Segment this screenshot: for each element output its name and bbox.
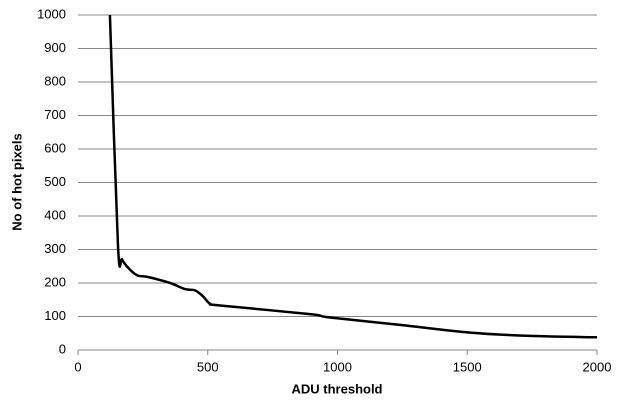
x-axis-label: ADU threshold (292, 381, 383, 396)
y-tick-label: 700 (44, 107, 66, 122)
y-tick-label: 600 (44, 140, 66, 155)
y-tick-label: 400 (44, 207, 66, 222)
y-tick-label: 800 (44, 73, 66, 88)
y-tick-label: 0 (59, 341, 66, 356)
y-axis-label: No of hot pixels (9, 133, 24, 231)
x-tick-label: 500 (197, 359, 219, 374)
y-tick-label: 500 (44, 174, 66, 189)
y-tick-label: 100 (44, 308, 66, 323)
y-tick-label: 900 (44, 40, 66, 55)
x-tick-label: 0 (74, 359, 81, 374)
y-tick-label: 200 (44, 274, 66, 289)
line (108, 14, 598, 339)
x-tick-label: 2000 (583, 359, 612, 374)
y-tick-label: 300 (44, 241, 66, 256)
y-tick-label: 1000 (37, 6, 66, 21)
x-tick-label: 1500 (453, 359, 482, 374)
x-tick-label: 1000 (323, 359, 352, 374)
